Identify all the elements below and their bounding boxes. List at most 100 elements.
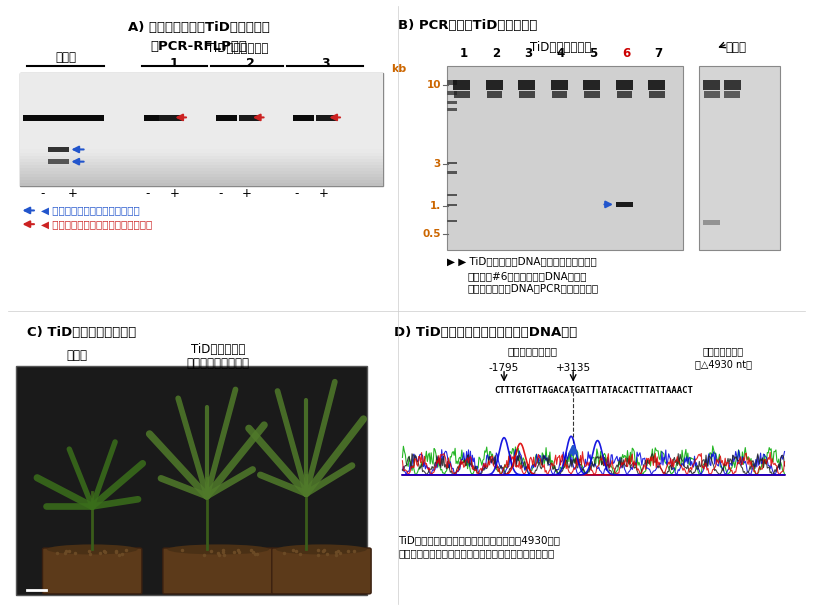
- Ellipse shape: [47, 544, 137, 554]
- Bar: [216, 115, 237, 121]
- Bar: [447, 171, 458, 174]
- Bar: [315, 115, 337, 121]
- Bar: [447, 66, 683, 250]
- Text: D) TiDによる長鎖欠失が生じたDNA解析: D) TiDによる長鎖欠失が生じたDNA解析: [394, 326, 577, 339]
- Text: CTTTGTGTTAGACATGATTTATACACTTTATTAAACT: CTTTGTGTTAGACATGATTTATACACTTTATTAAACT: [494, 386, 693, 395]
- Bar: [48, 159, 69, 164]
- Text: C) TiDによる変異体植物: C) TiDによる変異体植物: [27, 326, 137, 339]
- Text: -: -: [218, 187, 223, 200]
- Bar: [24, 115, 104, 121]
- Bar: [20, 104, 383, 107]
- Bar: [724, 81, 741, 90]
- Bar: [20, 165, 383, 168]
- Text: -: -: [41, 187, 45, 200]
- Text: 欠失した塩基長: 欠失した塩基長: [703, 346, 744, 356]
- Bar: [704, 91, 720, 98]
- Text: ◀ 制限酵素で切断されない＝変異配列: ◀ 制限酵素で切断されない＝変異配列: [41, 219, 152, 229]
- Text: 5: 5: [589, 47, 598, 60]
- Bar: [703, 81, 720, 90]
- Bar: [20, 116, 383, 119]
- Bar: [20, 131, 383, 134]
- Text: 野生型: 野生型: [55, 51, 76, 64]
- Bar: [447, 101, 458, 104]
- Bar: [20, 113, 383, 116]
- Ellipse shape: [167, 544, 269, 554]
- Text: B) PCRによるTiD変異の解析: B) PCRによるTiD変異の解析: [398, 18, 537, 32]
- Ellipse shape: [276, 544, 367, 554]
- Text: +: +: [242, 187, 252, 200]
- Bar: [616, 201, 633, 207]
- Bar: [20, 107, 383, 110]
- Bar: [20, 134, 383, 137]
- Text: サンプル#6では、長鎖のDNAが欠失: サンプル#6では、長鎖のDNAが欠失: [467, 271, 587, 281]
- Bar: [20, 180, 383, 183]
- Text: kb: kb: [391, 64, 406, 74]
- Text: 7: 7: [654, 47, 663, 60]
- Text: 10: 10: [427, 80, 441, 90]
- Text: A) 制限酵素によるTiD変異の解析: A) 制限酵素によるTiD変異の解析: [128, 21, 270, 34]
- Text: 1.: 1.: [430, 201, 441, 210]
- Bar: [20, 98, 383, 101]
- Bar: [649, 81, 665, 90]
- Bar: [519, 81, 536, 90]
- Text: 3: 3: [321, 57, 329, 70]
- Bar: [20, 92, 383, 95]
- Bar: [20, 79, 383, 82]
- Bar: [20, 128, 383, 131]
- Text: したため、短いDNAがPCRで増幅した．: したため、短いDNAがPCRで増幅した．: [467, 284, 598, 293]
- Bar: [649, 91, 664, 98]
- Bar: [447, 108, 458, 110]
- Bar: [20, 168, 383, 171]
- Bar: [20, 125, 383, 128]
- Bar: [20, 82, 383, 85]
- Bar: [293, 115, 314, 121]
- Text: 2: 2: [246, 57, 255, 70]
- Text: が欠失している．青矢印部位で連結し修復されていた．: が欠失している．青矢印部位で連結し修復されていた．: [398, 548, 554, 558]
- Bar: [584, 81, 600, 90]
- Bar: [551, 91, 567, 98]
- Bar: [20, 143, 383, 146]
- Text: （PCR-RFLP法）: （PCR-RFLP法）: [150, 40, 248, 52]
- Text: （△4930 nt）: （△4930 nt）: [695, 359, 752, 369]
- Text: +3135: +3135: [555, 363, 591, 373]
- Text: +: +: [68, 187, 78, 200]
- Bar: [486, 81, 502, 90]
- Bar: [703, 220, 720, 224]
- Text: 6: 6: [622, 47, 630, 60]
- Bar: [486, 91, 502, 98]
- Bar: [616, 81, 633, 90]
- Text: 3: 3: [524, 47, 533, 60]
- Bar: [447, 162, 458, 165]
- Bar: [20, 177, 383, 180]
- Bar: [20, 122, 383, 125]
- Text: 3: 3: [434, 159, 441, 170]
- Text: ◀ 制限酵素で切断＝野生型の配列: ◀ 制限酵素で切断＝野生型の配列: [41, 206, 139, 215]
- Bar: [20, 73, 383, 186]
- Bar: [239, 115, 260, 121]
- Bar: [15, 366, 367, 595]
- FancyBboxPatch shape: [42, 548, 141, 594]
- Bar: [20, 119, 383, 122]
- FancyBboxPatch shape: [272, 548, 371, 594]
- Bar: [584, 91, 600, 98]
- Text: 野生型: 野生型: [725, 41, 746, 54]
- Text: TiD導入植物系統: TiD導入植物系統: [530, 41, 592, 54]
- Bar: [20, 156, 383, 159]
- Bar: [159, 115, 184, 121]
- Text: +: +: [169, 187, 180, 200]
- Bar: [447, 194, 458, 196]
- Text: TiDによる変異により、標的箇所を挟んで4930塩基: TiDによる変異により、標的箇所を挟んで4930塩基: [398, 535, 560, 545]
- Bar: [20, 73, 383, 76]
- Bar: [20, 152, 383, 156]
- Bar: [20, 101, 383, 104]
- Text: 2: 2: [492, 47, 500, 60]
- Text: -1795: -1795: [489, 363, 520, 373]
- Bar: [20, 110, 383, 113]
- Text: 野生型: 野生型: [67, 349, 88, 362]
- Bar: [447, 81, 458, 85]
- Text: 標的からの塩基長: 標的からの塩基長: [507, 346, 558, 356]
- Text: 1: 1: [170, 57, 179, 70]
- Text: -: -: [146, 187, 150, 200]
- Bar: [20, 149, 383, 152]
- Text: 4: 4: [557, 47, 565, 60]
